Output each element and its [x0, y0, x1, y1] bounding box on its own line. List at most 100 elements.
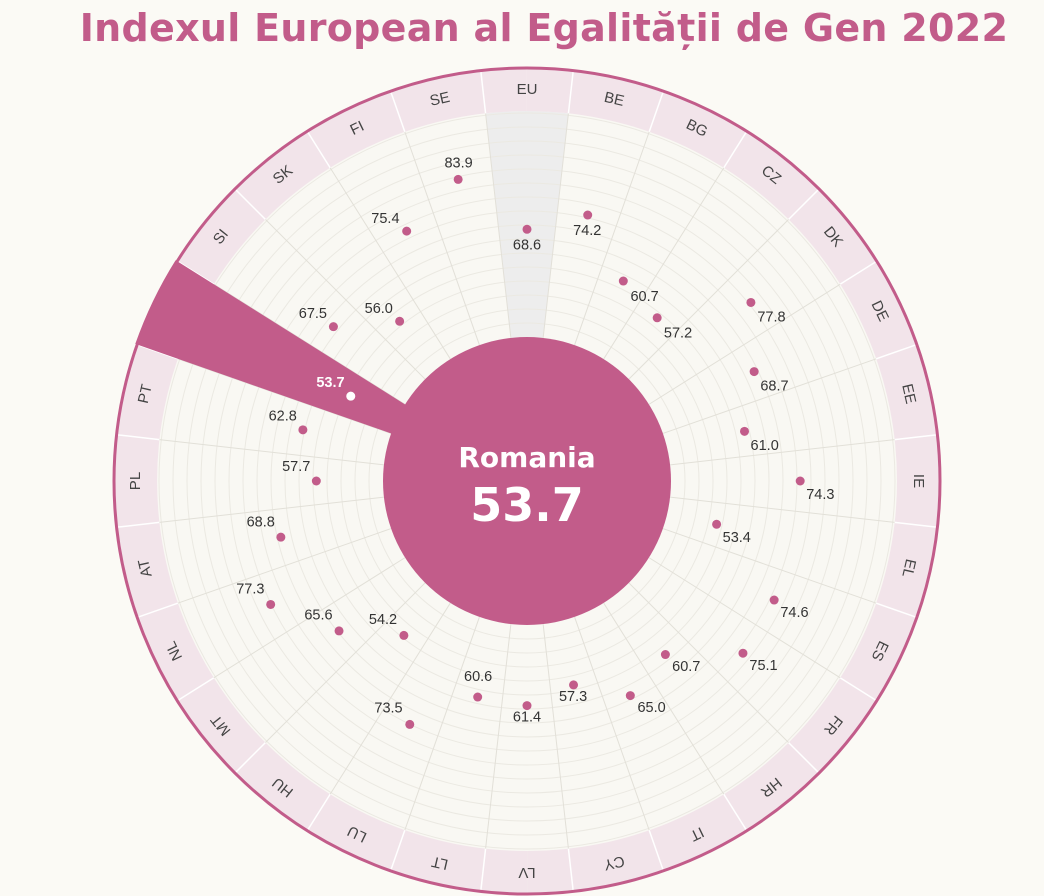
country-label-pl[interactable]: PL [127, 472, 144, 490]
grid-spoke [404, 616, 480, 831]
data-point-lu[interactable] [405, 719, 415, 729]
grid-spoke [574, 131, 650, 346]
value-label-nl: 77.3 [236, 582, 264, 598]
country-label-eu[interactable]: EU [517, 81, 538, 98]
value-label-lt: 60.6 [464, 669, 492, 685]
grid-circle [228, 182, 826, 780]
grid-spoke [628, 582, 789, 743]
value-label-ee: 61.0 [751, 438, 779, 454]
ring-divider [234, 188, 266, 220]
ring-divider [894, 521, 938, 528]
country-label-el[interactable]: EL [898, 557, 919, 579]
ring-divider [116, 521, 160, 528]
data-point-lv[interactable] [522, 701, 532, 711]
grid-spoke [603, 602, 725, 795]
ring-divider [648, 829, 665, 872]
data-point-bg[interactable] [618, 276, 628, 286]
value-label-at: 68.8 [247, 515, 275, 531]
ring-divider [567, 848, 574, 892]
value-label-es: 74.6 [780, 605, 808, 621]
grid-circle [214, 168, 840, 794]
data-point-de[interactable] [749, 367, 759, 377]
ring-divider [894, 434, 938, 441]
data-point-ee[interactable] [740, 426, 750, 436]
value-label-eu: 68.6 [513, 237, 541, 253]
data-point-pl[interactable] [311, 476, 321, 486]
grid-spoke [648, 557, 841, 679]
data-point-lt[interactable] [473, 692, 483, 702]
data-point-sk[interactable] [395, 316, 405, 326]
country-label-fi[interactable]: FI [347, 118, 366, 139]
data-point-ro[interactable] [346, 391, 356, 401]
value-label-pt: 62.8 [269, 408, 297, 424]
country-label-cy[interactable]: CY [602, 852, 626, 873]
ring-divider [875, 602, 918, 619]
value-label-lu: 73.5 [374, 701, 402, 717]
data-point-se[interactable] [453, 174, 463, 184]
data-point-pt[interactable] [298, 425, 308, 435]
country-label-lu[interactable]: LU [345, 822, 370, 846]
ring-divider [116, 434, 160, 441]
country-label-at[interactable]: AT [135, 557, 156, 578]
data-point-hr[interactable] [660, 650, 670, 660]
data-point-nl[interactable] [266, 599, 276, 609]
value-label-el: 53.4 [723, 530, 751, 546]
grid-spoke [662, 358, 877, 434]
center-disc [383, 337, 671, 625]
data-point-ie[interactable] [795, 476, 805, 486]
value-label-pl: 57.7 [282, 459, 310, 475]
ring-divider [788, 742, 820, 774]
data-point-cy[interactable] [569, 680, 579, 690]
data-point-dk[interactable] [746, 297, 756, 307]
grid-spoke [542, 113, 569, 338]
country-label-pt[interactable]: PT [135, 383, 156, 405]
grid-circle [354, 308, 700, 654]
country-label-lv[interactable]: LV [518, 864, 535, 881]
data-point-fi[interactable] [402, 226, 412, 236]
ring-divider [306, 130, 331, 169]
data-point-el[interactable] [712, 519, 722, 529]
value-label-sk: 56.0 [365, 301, 393, 317]
grid-circle [242, 196, 812, 766]
grid-spoke [159, 439, 384, 466]
data-point-fr[interactable] [738, 648, 748, 658]
ring-divider [567, 70, 574, 114]
country-label-be[interactable]: BE [602, 89, 625, 110]
country-label-ie[interactable]: IE [910, 474, 927, 488]
grid-spoke [265, 219, 426, 380]
ring-divider [839, 260, 878, 285]
data-point-at[interactable] [276, 532, 286, 542]
data-point-be[interactable] [583, 210, 593, 220]
data-point-es[interactable] [769, 595, 779, 605]
grid-circle [158, 112, 896, 850]
country-label-nl[interactable]: NL [162, 639, 186, 664]
data-point-eu[interactable] [522, 224, 532, 234]
data-point-hu[interactable] [399, 630, 409, 640]
grid-circle [326, 280, 728, 682]
value-label-it: 65.0 [637, 700, 665, 716]
data-point-it[interactable] [625, 691, 635, 701]
value-label-cz: 57.2 [664, 325, 692, 341]
data-point-cz[interactable] [652, 313, 662, 323]
data-point-mt[interactable] [334, 626, 344, 636]
ring-divider [136, 602, 179, 619]
data-point-si[interactable] [328, 322, 338, 332]
country-label-se[interactable]: SE [428, 89, 451, 110]
country-label-it[interactable]: IT [687, 823, 706, 844]
value-label-mt: 65.6 [304, 608, 332, 624]
value-label-si: 67.5 [299, 306, 327, 322]
grid-spoke [670, 496, 895, 523]
grid-spoke [485, 624, 512, 849]
grid-spoke [628, 219, 789, 380]
highlight-wedge[interactable] [135, 260, 407, 435]
country-label-ee[interactable]: EE [898, 382, 919, 405]
value-label-fi: 75.4 [371, 211, 399, 227]
ring-divider [875, 343, 918, 360]
ring-divider [648, 90, 665, 133]
value-label-de: 68.7 [760, 378, 788, 394]
grid-spoke [159, 496, 384, 523]
country-label-lt[interactable]: LT [430, 853, 450, 873]
ring-divider [480, 848, 487, 892]
grid-spoke [662, 528, 877, 604]
